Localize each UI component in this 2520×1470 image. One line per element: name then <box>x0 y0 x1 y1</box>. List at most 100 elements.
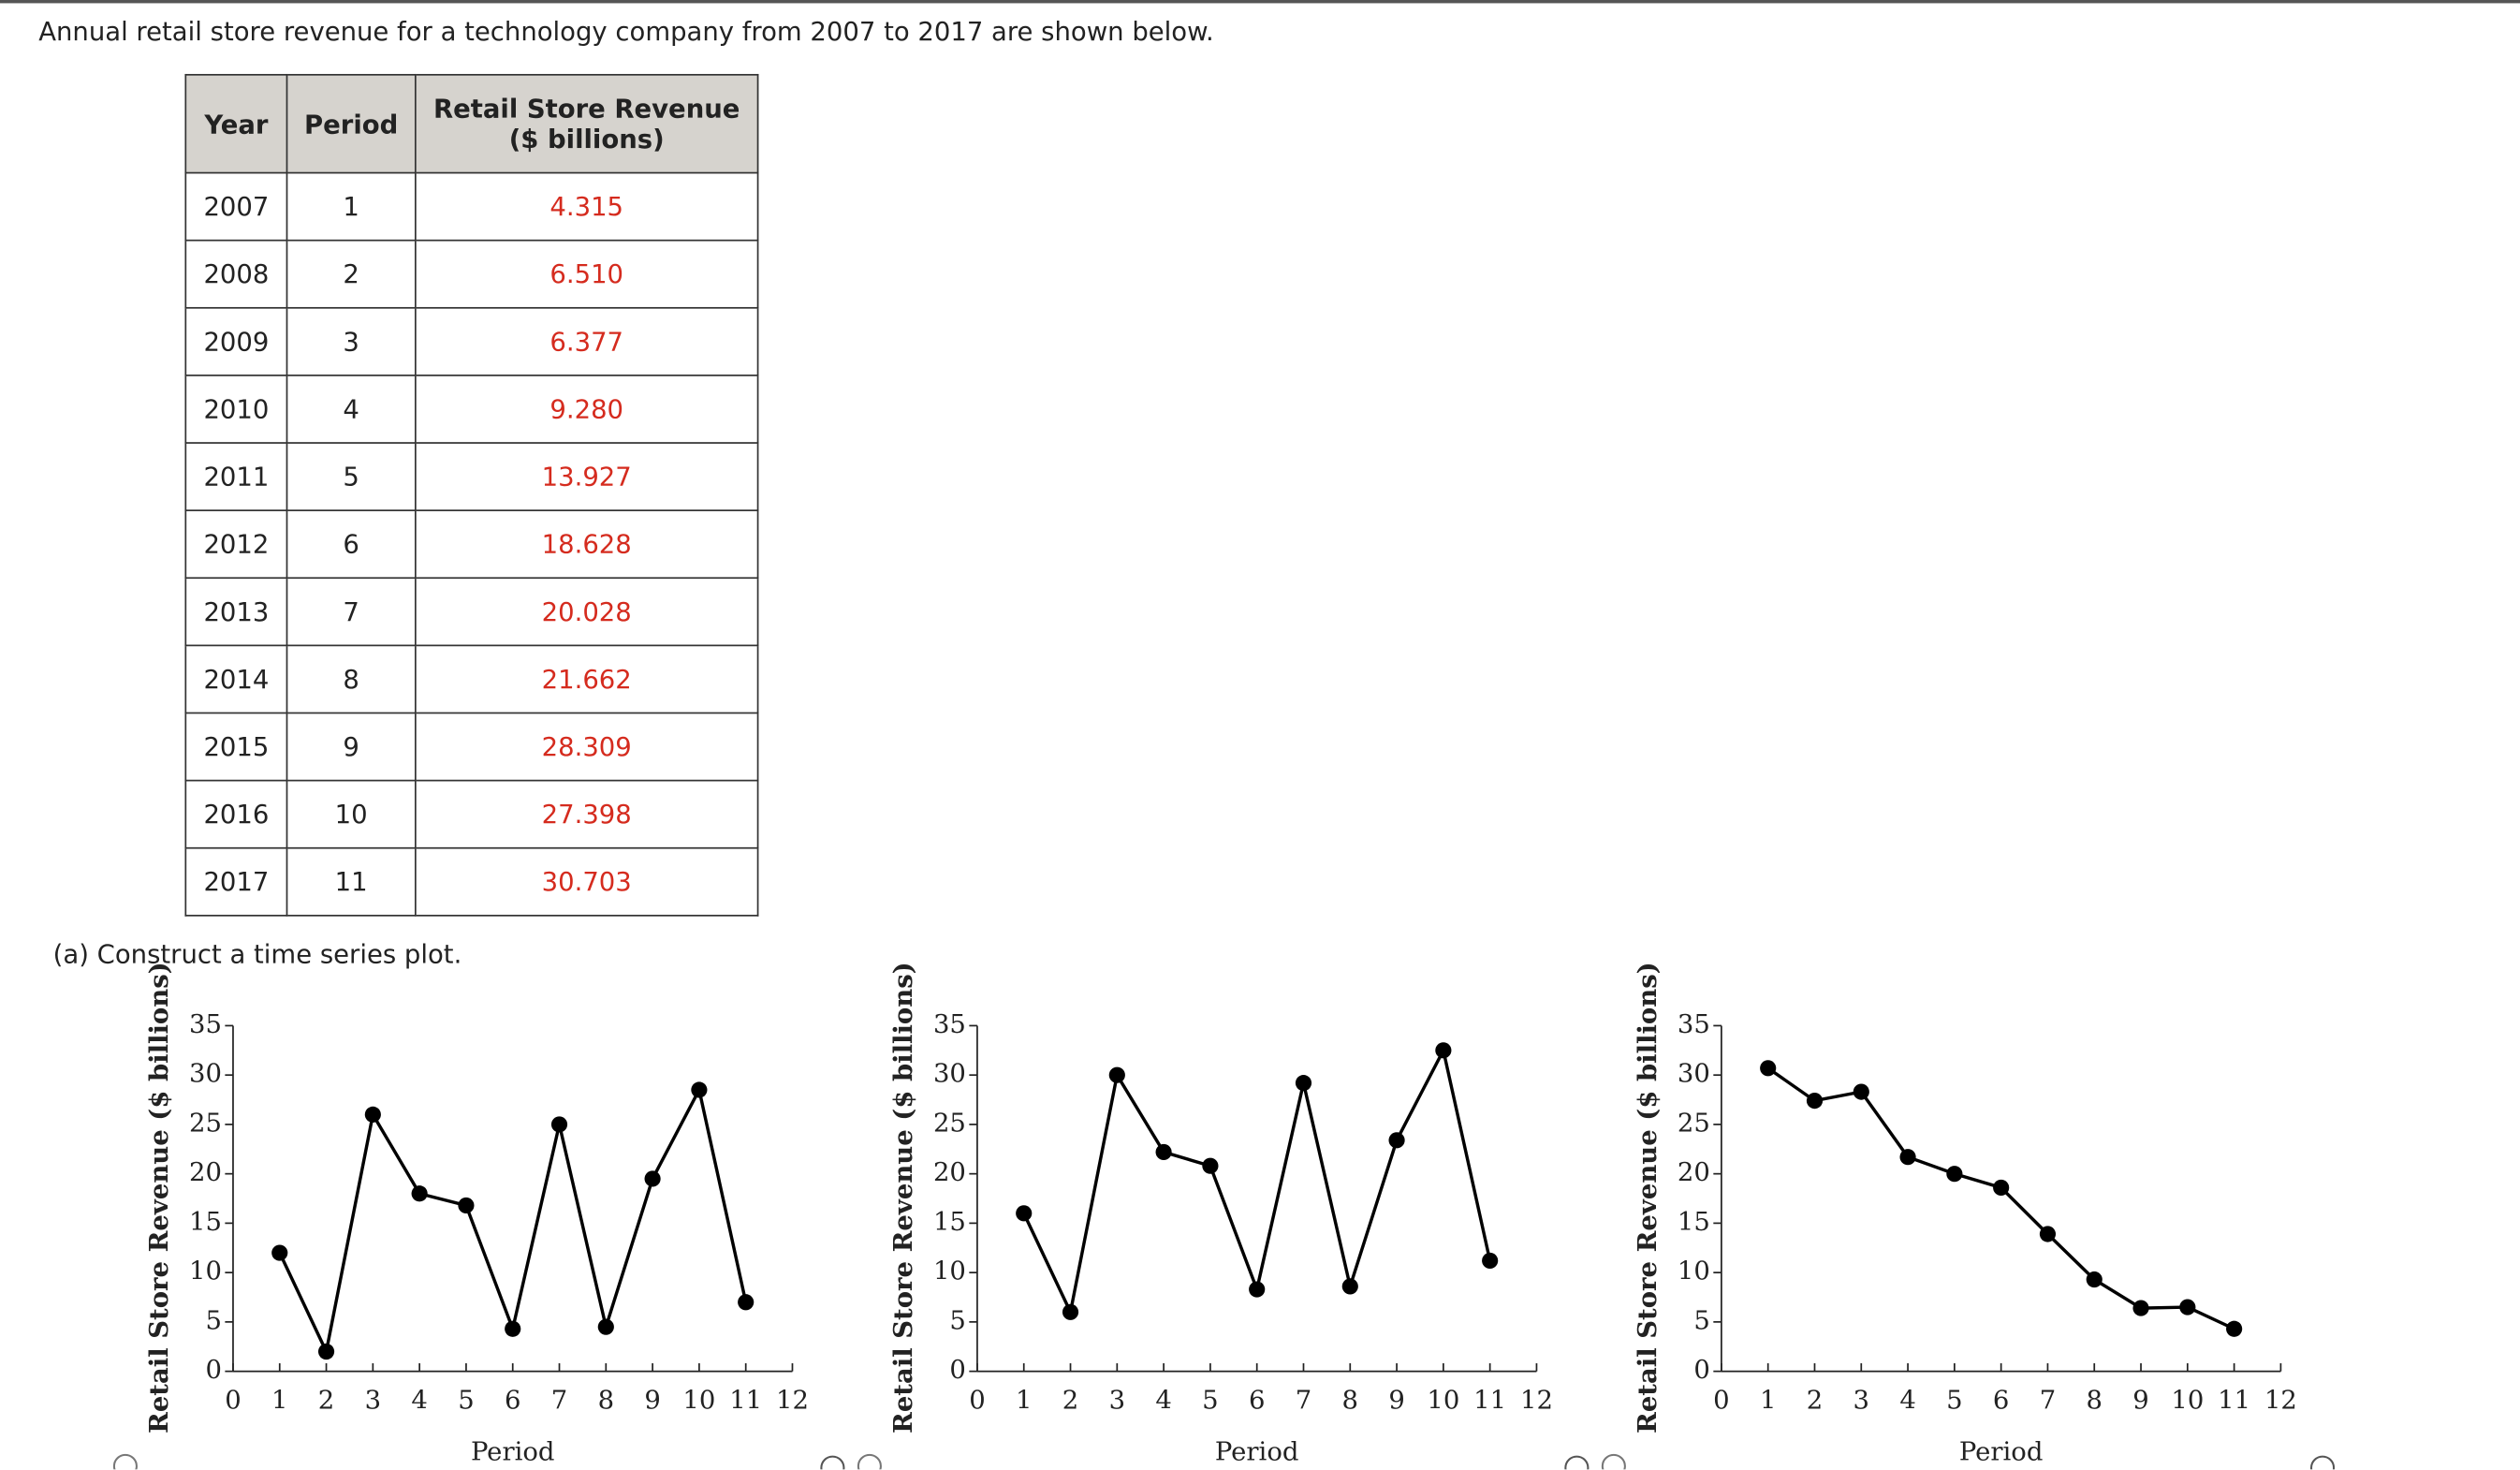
radio-button[interactable] <box>857 1453 882 1470</box>
y-tick-label: 30 <box>933 1060 966 1089</box>
x-tick-label: 1 <box>1760 1387 1776 1416</box>
x-tick-label: 11 <box>1473 1387 1506 1416</box>
table-cell: 2012 <box>184 509 288 580</box>
data-point <box>505 1320 521 1337</box>
table-cell: 3 <box>286 306 417 376</box>
x-tick-label: 3 <box>1853 1387 1869 1416</box>
data-point <box>1249 1281 1266 1298</box>
table-row: 2007 1 4.315 <box>184 171 759 242</box>
question-text: (a) Construct a time series plot. <box>52 938 462 970</box>
y-tick-label: 25 <box>933 1109 966 1138</box>
series-line <box>1766 1066 2235 1330</box>
y-tick-label: 35 <box>189 1010 222 1039</box>
table-row: 2011 5 13.927 <box>184 442 759 512</box>
table-cell: 2010 <box>184 375 288 444</box>
y-axis-label: Retail Store Revenue ($ billions) <box>1633 962 1663 1433</box>
data-point <box>1946 1166 1963 1183</box>
data-point <box>2132 1300 2149 1316</box>
radio-button[interactable] <box>1601 1453 1626 1470</box>
x-tick-label: 10 <box>1427 1387 1459 1416</box>
table-cell: 2015 <box>184 712 288 782</box>
x-tick-label: 6 <box>505 1387 520 1416</box>
table-row: 2014 8 21.662 <box>184 644 759 714</box>
data-point <box>1155 1143 1172 1161</box>
y-tick-label: 20 <box>189 1158 222 1187</box>
table-row: 2016 10 27.398 <box>184 779 759 849</box>
x-tick-label: 2 <box>318 1387 334 1416</box>
data-point <box>550 1116 568 1133</box>
table-row: 2008 2 6.510 <box>184 239 759 309</box>
y-tick-label: 20 <box>933 1158 966 1187</box>
data-point <box>1993 1179 2010 1197</box>
data-point <box>458 1197 475 1213</box>
x-axis-label: Period <box>1215 1438 1299 1467</box>
table-cell: 2014 <box>184 644 288 714</box>
header-cell: Retail Store Revenue ($ billions) <box>414 73 759 174</box>
data-point <box>1295 1075 1312 1092</box>
table-cell: 10 <box>286 779 417 849</box>
y-axis-label: Retail Store Revenue ($ billions) <box>144 962 174 1433</box>
x-tick-label: 3 <box>1109 1387 1125 1416</box>
y-axis-label: Retail Store Revenue ($ billions) <box>888 962 918 1433</box>
table-row: 2012 6 18.628 <box>184 509 759 580</box>
series-line <box>278 1085 748 1357</box>
radio-button[interactable] <box>112 1453 138 1470</box>
y-tick-label: 0 <box>1693 1356 1709 1385</box>
y-tick-label: 35 <box>933 1010 966 1039</box>
table-cell: 5 <box>286 442 417 512</box>
data-point <box>2086 1271 2102 1288</box>
table-row: 2017 11 30.703 <box>184 846 759 917</box>
header-cell: Year <box>184 73 288 174</box>
y-tick-label: 0 <box>949 1356 965 1385</box>
y-tick-label: 5 <box>1693 1306 1709 1335</box>
data-point <box>1853 1083 1869 1100</box>
x-tick-label: 7 <box>551 1387 567 1416</box>
x-tick-label: 8 <box>2087 1387 2102 1416</box>
x-tick-label: 8 <box>1342 1387 1358 1416</box>
data-point <box>1341 1278 1358 1295</box>
x-tick-label: 7 <box>1296 1387 1311 1416</box>
x-tick-label: 0 <box>225 1387 241 1416</box>
x-tick-label: 1 <box>1016 1387 1032 1416</box>
table-cell: 7 <box>286 577 417 647</box>
data-point <box>644 1170 661 1187</box>
data-point <box>1388 1132 1405 1149</box>
y-tick-label: 15 <box>933 1208 966 1237</box>
data-point <box>2179 1299 2196 1316</box>
table-cell: 2016 <box>184 779 288 849</box>
data-point <box>1482 1252 1499 1270</box>
info-icon <box>1564 1455 1590 1470</box>
x-tick-label: 12 <box>1520 1387 1553 1416</box>
table-cell: 18.628 <box>414 509 759 580</box>
x-tick-label: 10 <box>682 1387 715 1416</box>
data-point <box>1062 1303 1079 1320</box>
table-cell: 6.377 <box>414 306 759 376</box>
x-tick-label: 7 <box>2040 1387 2056 1416</box>
x-tick-label: 5 <box>458 1387 474 1416</box>
x-tick-label: 3 <box>365 1387 381 1416</box>
y-tick-label: 20 <box>1678 1158 1710 1187</box>
table-cell: 8 <box>286 644 417 714</box>
data-point <box>738 1294 755 1311</box>
table-cell: 20.028 <box>414 577 759 647</box>
table-row: 2015 9 28.309 <box>184 712 759 782</box>
header-cell: Period <box>286 73 417 174</box>
table-cell: 27.398 <box>414 779 759 849</box>
intro-text: Annual retail store revenue for a techno… <box>38 16 1214 47</box>
y-tick-label: 15 <box>1678 1208 1710 1237</box>
data-point <box>411 1185 428 1202</box>
y-tick-label: 10 <box>933 1257 966 1286</box>
table-row: 2010 4 9.280 <box>184 375 759 444</box>
x-tick-label: 11 <box>729 1387 762 1416</box>
table-cell: 13.927 <box>414 442 759 512</box>
table-cell: 2008 <box>184 239 288 309</box>
x-tick-label: 8 <box>598 1387 614 1416</box>
x-axis-label: Period <box>1959 1438 2044 1467</box>
data-point <box>1435 1042 1452 1059</box>
y-tick-label: 15 <box>189 1208 222 1237</box>
y-tick-label: 25 <box>1678 1109 1710 1138</box>
x-tick-label: 4 <box>1899 1387 1915 1416</box>
x-tick-label: 11 <box>2218 1387 2250 1416</box>
